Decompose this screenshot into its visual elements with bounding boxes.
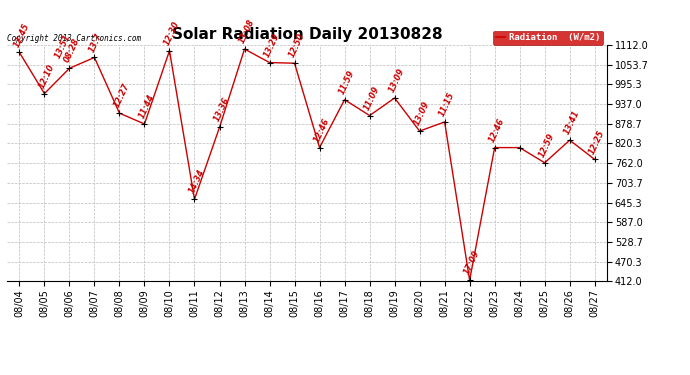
Text: 12:46: 12:46 xyxy=(488,116,506,144)
Text: 12:45: 12:45 xyxy=(12,21,32,48)
Text: Copyright 2013 Cartronics.com: Copyright 2013 Cartronics.com xyxy=(7,34,141,43)
Text: 13:51
08:28: 13:51 08:28 xyxy=(53,33,81,64)
Text: 12:10: 12:10 xyxy=(37,62,57,90)
Text: 13:09: 13:09 xyxy=(413,100,432,127)
Text: 11:59: 11:59 xyxy=(337,69,357,96)
Text: 12:46: 12:46 xyxy=(313,116,332,144)
Text: 11:09: 11:09 xyxy=(363,84,382,111)
Text: 11:15: 11:15 xyxy=(437,91,457,118)
Text: 12:30: 12:30 xyxy=(163,20,181,47)
Text: 12:59: 12:59 xyxy=(538,132,557,159)
Title: Solar Radiation Daily 20130828: Solar Radiation Daily 20130828 xyxy=(172,27,442,42)
Legend: Radiation  (W/m2): Radiation (W/m2) xyxy=(493,31,602,45)
Text: 13:7: 13:7 xyxy=(88,32,104,54)
Text: 13:36: 13:36 xyxy=(213,96,232,123)
Text: 13:29: 13:29 xyxy=(263,32,282,58)
Text: 12:50: 12:50 xyxy=(288,32,306,59)
Text: 12:27: 12:27 xyxy=(112,82,132,109)
Text: 14:34: 14:34 xyxy=(188,168,206,195)
Text: 13:09: 13:09 xyxy=(388,67,406,94)
Text: 13:08: 13:08 xyxy=(237,18,257,45)
Text: 11:44: 11:44 xyxy=(137,93,157,120)
Text: 17:09: 17:09 xyxy=(463,249,482,276)
Text: 13:41: 13:41 xyxy=(563,109,582,136)
Text: 12:25: 12:25 xyxy=(588,128,607,155)
